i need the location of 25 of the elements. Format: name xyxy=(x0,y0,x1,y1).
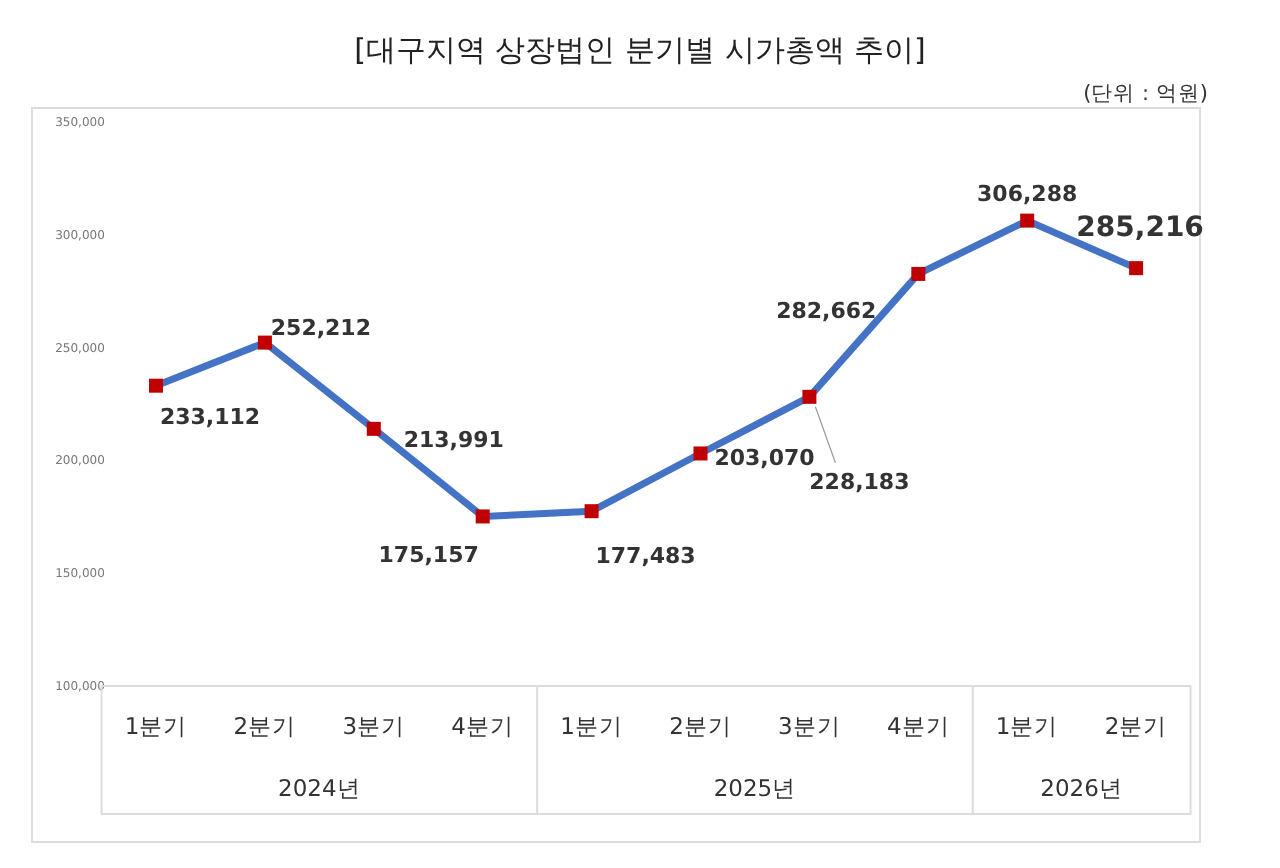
data-label: 252,212 xyxy=(270,314,372,341)
data-label: 306,288 xyxy=(977,180,1078,207)
data-label: 213,991 xyxy=(403,426,504,453)
x-tick-label: 1분기 xyxy=(124,712,188,740)
text: 2024년 xyxy=(278,774,361,802)
data-label: 228,183 xyxy=(809,468,910,495)
text: 2026년 xyxy=(1040,774,1123,802)
data-label: 233,112 xyxy=(159,403,261,430)
data-label: 177,483 xyxy=(595,543,696,570)
text: 2025년 xyxy=(713,774,797,802)
chart-subtitle: (단위 : 억원) xyxy=(1083,82,1208,106)
data-label: 203,070 xyxy=(714,445,816,472)
chart-title: [대구지역 상장법인 분기별 시가총액 추이] xyxy=(354,32,926,68)
x-tick-label: 4분기 xyxy=(886,712,950,740)
x-tick-label: 1분기 xyxy=(560,712,623,740)
x-tick-label: 3분기 xyxy=(342,712,406,740)
x-tick-label: 2분기 xyxy=(1104,712,1168,740)
x-tick-label: 4분기 xyxy=(451,712,515,740)
x-tick-label: 3분기 xyxy=(778,712,841,740)
x-tick-label: 2분기 xyxy=(669,712,732,740)
data-label: 175,157 xyxy=(378,542,479,569)
x-tick-label: 2분기 xyxy=(233,712,297,740)
data-label: 282,662 xyxy=(776,297,877,324)
data-label: 285,216 xyxy=(1076,212,1204,245)
x-tick-label: 1분기 xyxy=(995,712,1059,740)
